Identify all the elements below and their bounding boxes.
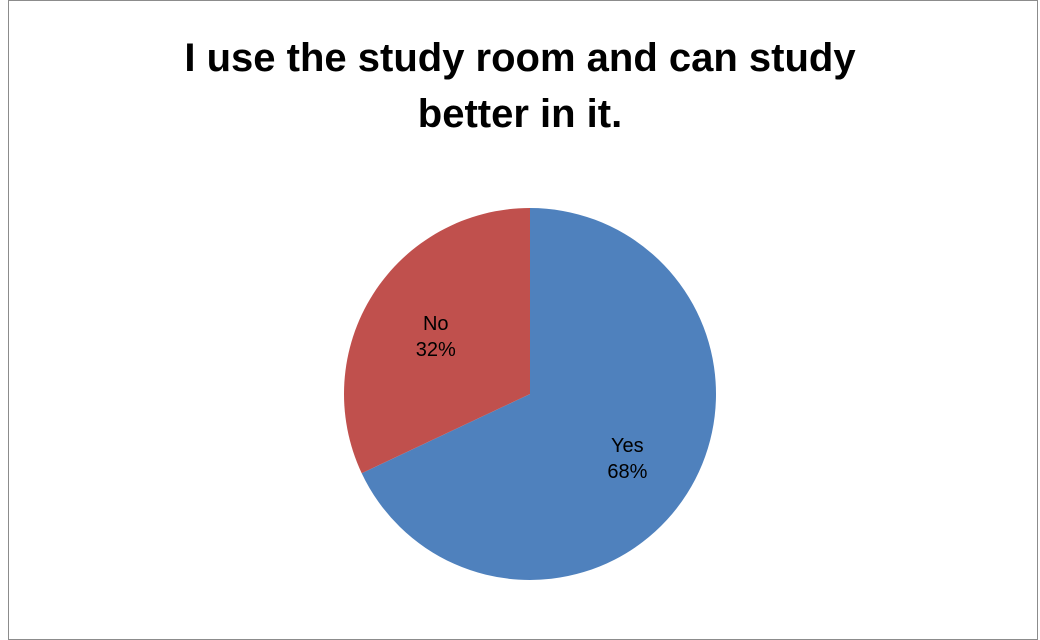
pie-slice-yes	[361, 208, 717, 580]
pie-slice-no	[344, 208, 530, 474]
slice-label-yes: Yes	[611, 435, 644, 457]
chart-title-line-2: better in it.	[417, 92, 623, 136]
slice-percent-no: 32%	[416, 339, 456, 361]
chart-title: I use the study room and can study bette…	[0, 30, 1040, 142]
slice-percent-yes: 68%	[607, 461, 647, 483]
slice-label-no: No	[423, 313, 449, 335]
chart-title-line-1: I use the study room and can study	[184, 36, 856, 80]
